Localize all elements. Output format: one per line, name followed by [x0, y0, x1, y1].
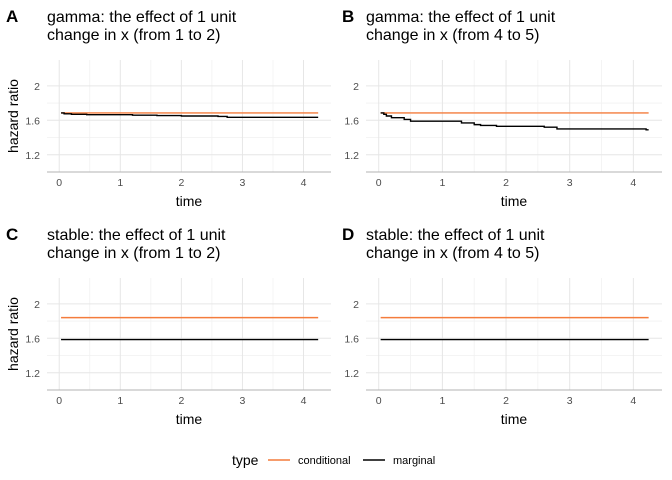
y-tick-label: 2	[34, 81, 40, 93]
x-tick-label: 0	[56, 395, 62, 407]
x-tick-label: 4	[630, 395, 636, 407]
panel-tag: A	[6, 7, 18, 26]
x-tick-label: 4	[301, 177, 307, 189]
y-tick-label: 2	[34, 299, 40, 311]
x-tick-label: 4	[301, 395, 307, 407]
x-tick-label: 2	[178, 395, 184, 407]
y-tick-label: 1.6	[25, 333, 40, 345]
x-tick-label: 2	[503, 177, 509, 189]
x-tick-label: 1	[117, 177, 123, 189]
panel-title-line: gamma: the effect of 1 unit	[47, 9, 237, 26]
panels: 0 1 2 3 4 1.2 1.6 2 time hazard ratio A gamma: the …	[5, 7, 662, 427]
y-tick-label: 1.2	[344, 368, 359, 380]
panel-title-line: change in x (from 4 to 5)	[366, 27, 539, 44]
panel-d: 0 1 2 3 4 1.2 1.6 2 time D stable: the effect of 1…	[342, 225, 662, 427]
legend: type conditional marginal	[232, 452, 435, 468]
x-tick-label: 4	[630, 177, 636, 189]
x-tick-label: 3	[567, 177, 573, 189]
panel-title-line: change in x (from 1 to 2)	[47, 27, 220, 44]
y-tick-label: 1.6	[25, 115, 40, 127]
panel-title-line: stable: the effect of 1 unit	[47, 227, 226, 244]
x-tick-label: 0	[376, 177, 382, 189]
y-tick-label: 2	[353, 81, 359, 93]
x-axis-label: time	[501, 193, 528, 209]
panel-a: 0 1 2 3 4 1.2 1.6 2 time hazard ratio A gamma: the …	[5, 7, 331, 209]
y-tick-label: 1.6	[344, 333, 359, 345]
legend-label-marginal: marginal	[393, 455, 435, 467]
x-axis-label: time	[176, 193, 203, 209]
x-tick-label: 3	[240, 177, 246, 189]
panel-c: 0 1 2 3 4 1.2 1.6 2 time hazard ratio C stable: the…	[5, 225, 331, 427]
panel-title-line: stable: the effect of 1 unit	[366, 227, 545, 244]
panel-tag: B	[342, 7, 354, 26]
legend-label-conditional: conditional	[298, 455, 351, 467]
panel-title-line: gamma: the effect of 1 unit	[366, 9, 556, 26]
x-axis-label: time	[176, 411, 203, 427]
y-tick-label: 1.2	[344, 150, 359, 162]
x-tick-label: 1	[117, 395, 123, 407]
y-tick-label: 1.6	[344, 115, 359, 127]
panel-title-line: change in x (from 4 to 5)	[366, 245, 539, 262]
y-tick-label: 1.2	[25, 368, 40, 380]
panel-b: 0 1 2 3 4 1.2 1.6 2 time B gamma: the effect of 1 …	[342, 7, 662, 209]
legend-title: type	[232, 452, 259, 468]
panel-tag: C	[6, 225, 18, 244]
y-axis-label: hazard ratio	[5, 79, 21, 153]
series-line-marginal	[61, 112, 319, 118]
x-tick-label: 1	[439, 177, 445, 189]
x-axis-label: time	[501, 411, 528, 427]
x-tick-label: 2	[503, 395, 509, 407]
x-tick-label: 3	[567, 395, 573, 407]
panel-title-line: change in x (from 1 to 2)	[47, 245, 220, 262]
x-tick-label: 0	[376, 395, 382, 407]
x-tick-label: 0	[56, 177, 62, 189]
y-tick-label: 1.2	[25, 150, 40, 162]
y-axis-label: hazard ratio	[5, 297, 21, 371]
x-tick-label: 2	[178, 177, 184, 189]
series-line-marginal	[380, 112, 649, 131]
x-tick-label: 1	[439, 395, 445, 407]
x-tick-label: 3	[240, 395, 246, 407]
y-tick-label: 2	[353, 299, 359, 311]
panel-tag: D	[342, 225, 354, 244]
